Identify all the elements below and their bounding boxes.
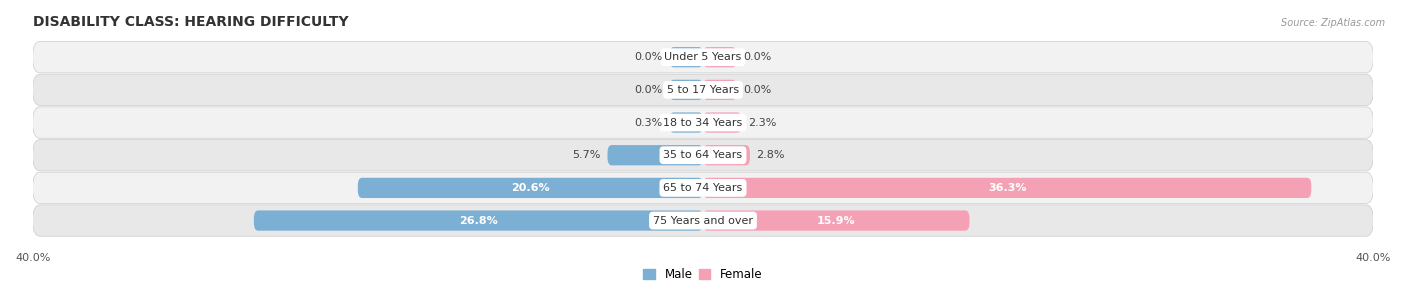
Text: 5 to 17 Years: 5 to 17 Years — [666, 85, 740, 95]
FancyBboxPatch shape — [669, 47, 703, 67]
Text: 5.7%: 5.7% — [572, 150, 600, 160]
FancyBboxPatch shape — [32, 205, 1374, 236]
FancyBboxPatch shape — [32, 140, 1374, 171]
Text: 0.0%: 0.0% — [744, 52, 772, 62]
Text: 0.0%: 0.0% — [634, 85, 662, 95]
FancyBboxPatch shape — [32, 172, 1374, 203]
FancyBboxPatch shape — [32, 42, 1374, 73]
FancyBboxPatch shape — [703, 80, 737, 100]
Text: 35 to 64 Years: 35 to 64 Years — [664, 150, 742, 160]
Text: 2.8%: 2.8% — [756, 150, 785, 160]
FancyBboxPatch shape — [703, 145, 749, 165]
FancyBboxPatch shape — [669, 80, 703, 100]
Text: 0.3%: 0.3% — [634, 118, 662, 128]
FancyBboxPatch shape — [703, 112, 741, 133]
Text: Under 5 Years: Under 5 Years — [665, 52, 741, 62]
Text: 65 to 74 Years: 65 to 74 Years — [664, 183, 742, 193]
Text: 75 Years and over: 75 Years and over — [652, 215, 754, 226]
Text: Source: ZipAtlas.com: Source: ZipAtlas.com — [1281, 18, 1385, 28]
Text: 26.8%: 26.8% — [460, 215, 498, 226]
Text: 36.3%: 36.3% — [988, 183, 1026, 193]
Text: 15.9%: 15.9% — [817, 215, 855, 226]
FancyBboxPatch shape — [32, 107, 1374, 138]
Legend: Male, Female: Male, Female — [638, 263, 768, 285]
Text: 2.3%: 2.3% — [748, 118, 776, 128]
FancyBboxPatch shape — [357, 178, 703, 198]
FancyBboxPatch shape — [669, 112, 703, 133]
FancyBboxPatch shape — [254, 211, 703, 231]
Text: DISABILITY CLASS: HEARING DIFFICULTY: DISABILITY CLASS: HEARING DIFFICULTY — [32, 15, 349, 29]
FancyBboxPatch shape — [703, 178, 1312, 198]
FancyBboxPatch shape — [703, 211, 970, 231]
Text: 0.0%: 0.0% — [634, 52, 662, 62]
FancyBboxPatch shape — [32, 74, 1374, 106]
FancyBboxPatch shape — [607, 145, 703, 165]
FancyBboxPatch shape — [703, 47, 737, 67]
Text: 0.0%: 0.0% — [744, 85, 772, 95]
Text: 20.6%: 20.6% — [512, 183, 550, 193]
Text: 18 to 34 Years: 18 to 34 Years — [664, 118, 742, 128]
